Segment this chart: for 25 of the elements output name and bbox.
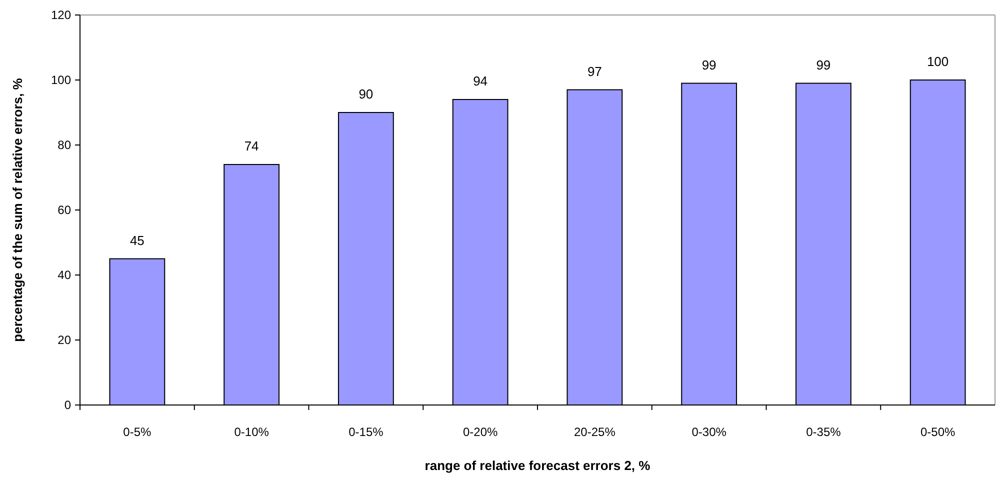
x-tick-label: 0-10% [234,425,270,439]
y-tick-label: 40 [58,268,72,282]
data-label: 100 [926,54,949,69]
y-tick-label: 80 [58,138,72,152]
data-label: 45 [130,232,144,248]
y-tick-label: 120 [50,8,72,22]
x-tick-label: 0-15% [348,425,384,439]
y-tick-label: 100 [50,73,72,88]
x-tick-label: 0-5% [123,425,152,439]
data-label: 99 [702,57,716,72]
data-label: 74 [244,138,259,154]
data-label: 99 [816,57,831,72]
x-tick-label: 0-30% [692,425,727,439]
data-label: 97 [587,64,602,79]
y-axis-title: percentage of the sum of relative errors, % [10,78,25,342]
y-tick-label: 0 [64,398,72,412]
data-label: 90 [358,86,374,102]
y-tick-label: 60 [58,203,72,218]
x-tick-label: 0-35% [806,425,842,439]
data-label: 94 [473,74,488,88]
x-tick-label: 0-20% [462,425,498,439]
x-axis-title: range of relative forecast errors 2, % [424,458,651,473]
x-tick-label: 0-50% [920,425,956,439]
x-tick-label: 20-25% [574,425,616,439]
y-tick-label: 20 [58,333,72,348]
